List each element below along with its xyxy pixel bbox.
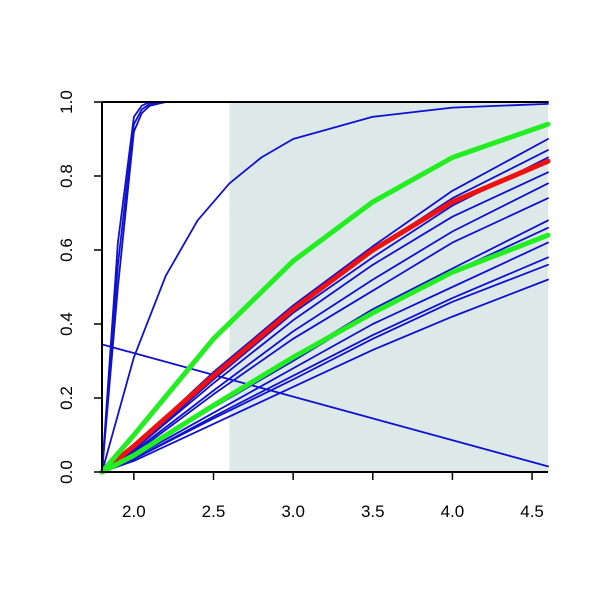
series-line-5 [101,343,549,468]
y-tick-label: 1.0 [57,90,76,114]
series-line-17 [101,278,549,473]
y-tick-label: 0.0 [57,460,76,484]
series-line-20 [99,232,551,475]
axes-layer: 2.0 2.5 3.0 3.5 4.0 4.5 0.0 0.2 0.4 0.6 0.8 1.0 [57,90,548,521]
series-line-4 [101,103,549,473]
y-tick-label: 0.2 [57,386,76,410]
x-tick-label: 3.0 [281,502,305,521]
series-line-10 [101,182,549,473]
shaded-region [229,102,548,472]
y-tick-label: 0.4 [57,312,76,336]
series-line-19 [99,121,551,475]
shaded-region-layer [229,102,548,472]
x-tick-label: 3.5 [361,502,385,521]
y-tick-label: 0.6 [57,238,76,262]
series-line-18 [99,158,551,475]
x-tick-label: 2.0 [122,502,146,521]
x-tick-label: 4.0 [441,502,465,521]
x-tick-label: 2.5 [202,502,226,521]
y-tick-label: 0.8 [57,164,76,188]
series-line-16 [101,263,549,473]
x-tick-label: 4.5 [520,502,544,521]
series-layer [99,101,551,475]
series-line-9 [101,171,549,473]
